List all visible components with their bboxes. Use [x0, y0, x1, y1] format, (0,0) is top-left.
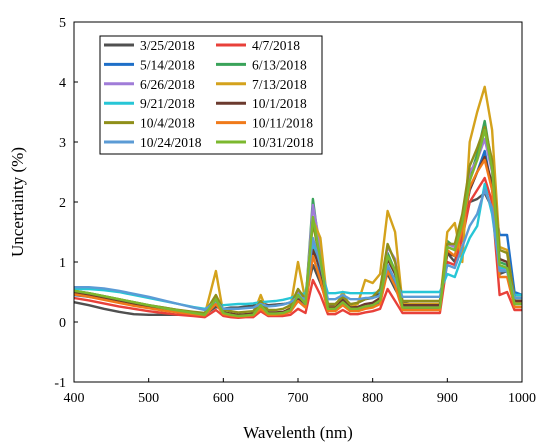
- x-tick-label: 800: [362, 391, 383, 406]
- legend-box: [99, 35, 323, 155]
- y-axis-label: Uncertainty (%): [8, 147, 27, 257]
- series-line-9: [73, 125, 522, 315]
- x-tick-label: 700: [288, 391, 309, 406]
- axis-ticks: 400 500 600 700 800 900 1000 -1 0 1 2 3 4 5: [54, 16, 536, 406]
- x-axis-label: Wavelenth (nm): [243, 423, 353, 442]
- legend-label: 3/25/2018: [140, 38, 195, 53]
- x-tick-label: 600: [213, 391, 234, 406]
- legend-label: 5/14/2018: [140, 57, 195, 72]
- legend-label: 6/13/2018: [252, 57, 307, 72]
- y-tick-label: 3: [59, 136, 66, 151]
- x-tick-label: 400: [64, 391, 85, 406]
- y-tick-label: 2: [59, 196, 66, 211]
- x-tick-label: 900: [437, 391, 458, 406]
- legend-label: 10/4/2018: [140, 116, 195, 131]
- legend-label: 10/24/2018: [140, 135, 202, 150]
- y-tick-label: -1: [54, 376, 66, 391]
- legend-label: 10/11/2018: [252, 116, 313, 131]
- series-line-2: [73, 176, 522, 319]
- y-tick-label: 4: [59, 76, 66, 91]
- x-tick-label: 1000: [508, 391, 536, 406]
- y-tick-label: 1: [59, 256, 66, 271]
- series-line-12: [73, 128, 522, 318]
- legend-label: 10/1/2018: [252, 96, 307, 111]
- y-tick-label: 0: [59, 316, 66, 331]
- legend: 3/25/2018 4/7/2018 5/14/2018 6/13/2018 6/26/…: [99, 35, 323, 155]
- legend-label: 10/31/2018: [252, 135, 314, 150]
- legend-label: 9/21/2018: [140, 96, 195, 111]
- legend-label: 6/26/2018: [140, 77, 195, 92]
- series-layer: [73, 85, 523, 319]
- legend-label: 4/7/2018: [252, 38, 300, 53]
- x-tick-label: 500: [138, 391, 159, 406]
- y-tick-label: 5: [59, 16, 66, 31]
- series-line-11: [74, 188, 522, 312]
- legend-label: 7/13/2018: [252, 77, 307, 92]
